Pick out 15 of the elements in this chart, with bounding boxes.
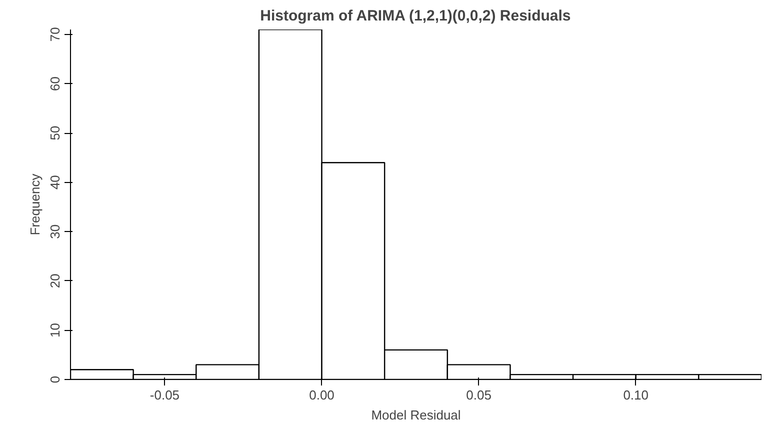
y-tick-label: 10 bbox=[48, 322, 62, 338]
y-tick-label: 50 bbox=[48, 126, 62, 140]
y-tick-label: 60 bbox=[48, 76, 62, 91]
y-tick-label: 40 bbox=[48, 175, 62, 190]
y-tick-label: 30 bbox=[48, 224, 62, 239]
x-tick-label: 0.05 bbox=[466, 388, 492, 402]
x-tick-label: 0.00 bbox=[309, 388, 334, 402]
x-axis-title: Model Residual bbox=[371, 408, 461, 422]
y-axis-title: Frequency bbox=[28, 173, 42, 236]
y-tick-label: 70 bbox=[48, 27, 62, 42]
y-tick-label: 0 bbox=[48, 376, 62, 384]
chart-title: Histogram of ARIMA (1,2,1)(0,0,2) Residuals bbox=[260, 8, 571, 24]
x-tick-label: 0.10 bbox=[623, 388, 649, 402]
y-tick-label: 20 bbox=[48, 274, 62, 288]
x-tick-label: -0.05 bbox=[150, 388, 180, 402]
